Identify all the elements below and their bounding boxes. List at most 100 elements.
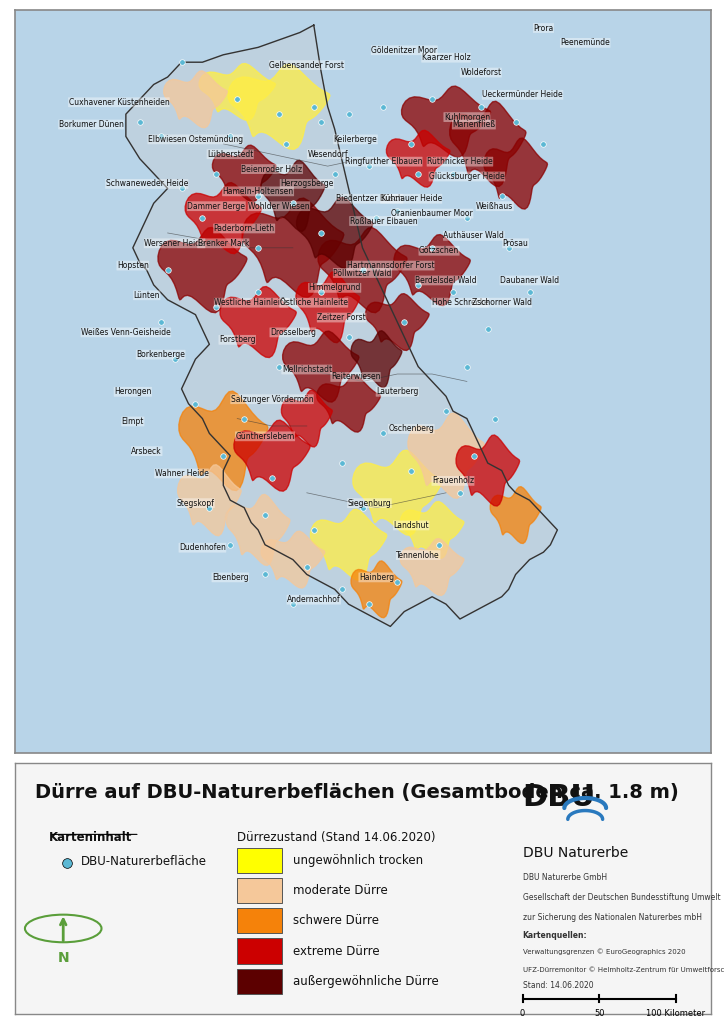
FancyBboxPatch shape	[237, 938, 283, 964]
Polygon shape	[296, 271, 360, 343]
Text: Kartenquellen:: Kartenquellen:	[523, 931, 587, 940]
Text: Kühnauer Heide: Kühnauer Heide	[381, 195, 442, 203]
FancyBboxPatch shape	[237, 848, 283, 873]
Polygon shape	[400, 539, 464, 595]
Text: Siegenburg: Siegenburg	[347, 499, 392, 508]
Text: Wesendorf: Wesendorf	[307, 150, 348, 159]
Text: Herzogsberge: Herzogsberge	[280, 179, 334, 188]
Text: Borkenberge: Borkenberge	[136, 350, 185, 359]
Text: Pöllwitzer Wald: Pöllwitzer Wald	[334, 268, 392, 278]
Text: Forstberg: Forstberg	[219, 335, 255, 344]
Text: UFZ-Dürremonitor © Helmholtz-Zentrum für Umweltforschung 2020: UFZ-Dürremonitor © Helmholtz-Zentrum für…	[523, 966, 725, 973]
Text: Schwaneweder Heide: Schwaneweder Heide	[106, 179, 188, 188]
Text: Andernachhof: Andernachhof	[287, 595, 341, 604]
Text: Kaarzer Holz: Kaarzer Holz	[422, 53, 471, 62]
Text: Berdelsdel Wald: Berdelsdel Wald	[415, 275, 477, 285]
Text: Zschorner Wald: Zschorner Wald	[472, 298, 531, 307]
Polygon shape	[351, 561, 402, 617]
Text: Mellrichstadt: Mellrichstadt	[282, 365, 332, 374]
Polygon shape	[456, 435, 520, 506]
Text: Cuxhavener Küstenheiden: Cuxhavener Küstenheiden	[69, 97, 169, 106]
Text: Verwaltungsgrenzen © EuroGeographics 2020: Verwaltungsgrenzen © EuroGeographics 202…	[523, 948, 685, 955]
Text: DBU-Naturerbefläche: DBU-Naturerbefläche	[80, 855, 207, 868]
Text: Westliche Hainleite: Westliche Hainleite	[215, 298, 288, 307]
Polygon shape	[351, 331, 402, 387]
Text: Keilerberge: Keilerberge	[334, 135, 378, 144]
Text: 0: 0	[520, 1009, 525, 1018]
Polygon shape	[365, 294, 429, 350]
Text: ungewöhnlich trocken: ungewöhnlich trocken	[293, 854, 423, 867]
Text: Hainberg: Hainberg	[359, 572, 394, 582]
Text: Brenker Mark: Brenker Mark	[198, 239, 249, 248]
Text: Elmpt: Elmpt	[122, 417, 144, 426]
Polygon shape	[228, 65, 330, 150]
Polygon shape	[234, 420, 310, 492]
Polygon shape	[394, 234, 471, 305]
Text: Wahner Heide: Wahner Heide	[154, 469, 209, 478]
Polygon shape	[297, 198, 373, 268]
Text: Prora: Prora	[534, 24, 554, 33]
Text: Roßlauer Elbauen: Roßlauer Elbauen	[349, 216, 417, 225]
Polygon shape	[490, 486, 541, 544]
Polygon shape	[261, 531, 325, 588]
FancyBboxPatch shape	[237, 969, 283, 993]
FancyBboxPatch shape	[237, 908, 283, 934]
Text: Himmelgrund: Himmelgrund	[308, 284, 361, 293]
Text: Östliche Hainleite: Östliche Hainleite	[280, 298, 348, 307]
Text: Elbwiesen Ostemündung: Elbwiesen Ostemündung	[148, 135, 243, 144]
Text: Glücksburger Heide: Glücksburger Heide	[429, 172, 505, 181]
Text: Gesellschaft der Deutschen Bundesstiftung Umwelt: Gesellschaft der Deutschen Bundesstiftun…	[523, 893, 720, 902]
Polygon shape	[484, 138, 547, 209]
Text: Zeitzer Forst: Zeitzer Forst	[318, 313, 366, 322]
Polygon shape	[408, 413, 484, 499]
Text: Hopsten: Hopsten	[117, 261, 149, 270]
Text: Frauenholz: Frauenholz	[432, 476, 474, 485]
Text: extreme Dürre: extreme Dürre	[293, 944, 379, 957]
Polygon shape	[310, 509, 386, 581]
Polygon shape	[179, 391, 268, 490]
Polygon shape	[450, 101, 526, 186]
Text: Peenemünde: Peenemünde	[560, 38, 610, 47]
Text: Lauterberg: Lauterberg	[376, 387, 418, 396]
Polygon shape	[220, 287, 297, 357]
Text: Prösau: Prösau	[502, 239, 529, 248]
Text: Götzschen: Götzschen	[419, 246, 459, 255]
Text: Weißes Venn-Geisheide: Weißes Venn-Geisheide	[81, 328, 170, 337]
Text: Stand: 14.06.2020: Stand: 14.06.2020	[523, 981, 593, 990]
Text: Ueckermünder Heide: Ueckermünder Heide	[482, 90, 563, 99]
Text: DBU Naturerbe GmbH: DBU Naturerbe GmbH	[523, 873, 607, 883]
Text: Borkumer Dünen: Borkumer Dünen	[59, 120, 123, 129]
Text: Drosselberg: Drosselberg	[270, 328, 316, 337]
Text: Lübberstedt: Lübberstedt	[207, 150, 254, 159]
Text: Stegskopf: Stegskopf	[176, 499, 215, 508]
Text: Reiterwiesen: Reiterwiesen	[331, 373, 381, 382]
Polygon shape	[402, 86, 491, 157]
Text: DBU: DBU	[523, 783, 595, 812]
Polygon shape	[199, 63, 276, 120]
Text: schwere Dürre: schwere Dürre	[293, 914, 379, 928]
Polygon shape	[158, 227, 247, 312]
Polygon shape	[185, 182, 262, 254]
Polygon shape	[400, 502, 464, 558]
Text: Hameln-Holtensen: Hameln-Holtensen	[223, 186, 294, 196]
Text: Dammer Berge: Dammer Berge	[187, 202, 245, 211]
Text: Lünten: Lünten	[133, 291, 160, 300]
Text: DBU Naturerbe: DBU Naturerbe	[523, 846, 628, 860]
Text: 50: 50	[594, 1009, 605, 1018]
Text: Dudenhofen: Dudenhofen	[179, 543, 226, 552]
FancyBboxPatch shape	[237, 879, 283, 903]
Polygon shape	[353, 451, 442, 536]
Text: Oschenberg: Oschenberg	[389, 424, 434, 433]
Text: Rüthnicker Heide: Rüthnicker Heide	[427, 157, 493, 166]
Text: Wohlder Wiesen: Wohlder Wiesen	[248, 202, 310, 211]
Polygon shape	[164, 71, 228, 128]
Text: Arsbeck: Arsbeck	[131, 446, 162, 456]
Text: Paderborn-Lieth: Paderborn-Lieth	[214, 224, 275, 233]
Text: Güntherslebem: Güntherslebem	[236, 432, 294, 440]
Polygon shape	[283, 331, 359, 402]
Text: Kuhlmorgen: Kuhlmorgen	[444, 113, 490, 122]
Text: Biedentzer Busch: Biedentzer Busch	[336, 195, 403, 203]
Polygon shape	[317, 376, 381, 432]
Text: Marienfließ: Marienfließ	[452, 120, 495, 129]
Text: Hohe Schrecke: Hohe Schrecke	[431, 298, 489, 307]
